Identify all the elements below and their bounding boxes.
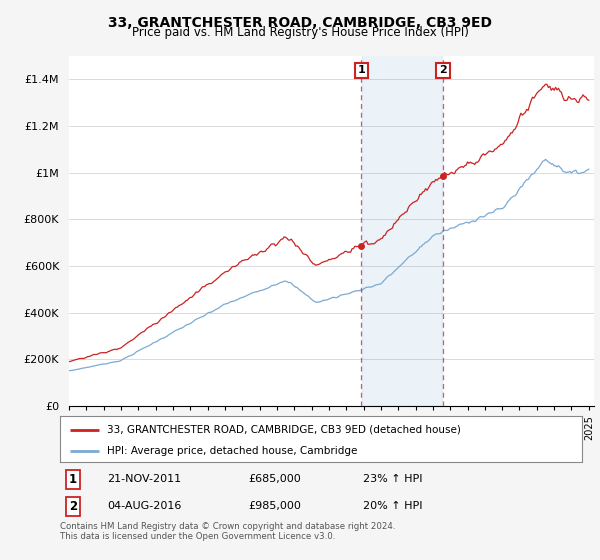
Text: 1: 1	[69, 473, 77, 486]
Text: 1: 1	[358, 66, 365, 76]
Text: HPI: Average price, detached house, Cambridge: HPI: Average price, detached house, Camb…	[107, 446, 358, 455]
Text: £985,000: £985,000	[248, 501, 301, 511]
Text: 21-NOV-2011: 21-NOV-2011	[107, 474, 181, 484]
Text: Price paid vs. HM Land Registry's House Price Index (HPI): Price paid vs. HM Land Registry's House …	[131, 26, 469, 39]
Text: 2: 2	[439, 66, 447, 76]
Text: 33, GRANTCHESTER ROAD, CAMBRIDGE, CB3 9ED: 33, GRANTCHESTER ROAD, CAMBRIDGE, CB3 9E…	[108, 16, 492, 30]
Text: 04-AUG-2016: 04-AUG-2016	[107, 501, 181, 511]
Text: 2: 2	[69, 500, 77, 513]
Text: 23% ↑ HPI: 23% ↑ HPI	[363, 474, 422, 484]
Text: Contains HM Land Registry data © Crown copyright and database right 2024.
This d: Contains HM Land Registry data © Crown c…	[60, 522, 395, 542]
Text: £685,000: £685,000	[248, 474, 301, 484]
Text: 33, GRANTCHESTER ROAD, CAMBRIDGE, CB3 9ED (detached house): 33, GRANTCHESTER ROAD, CAMBRIDGE, CB3 9E…	[107, 425, 461, 435]
Text: 20% ↑ HPI: 20% ↑ HPI	[363, 501, 422, 511]
